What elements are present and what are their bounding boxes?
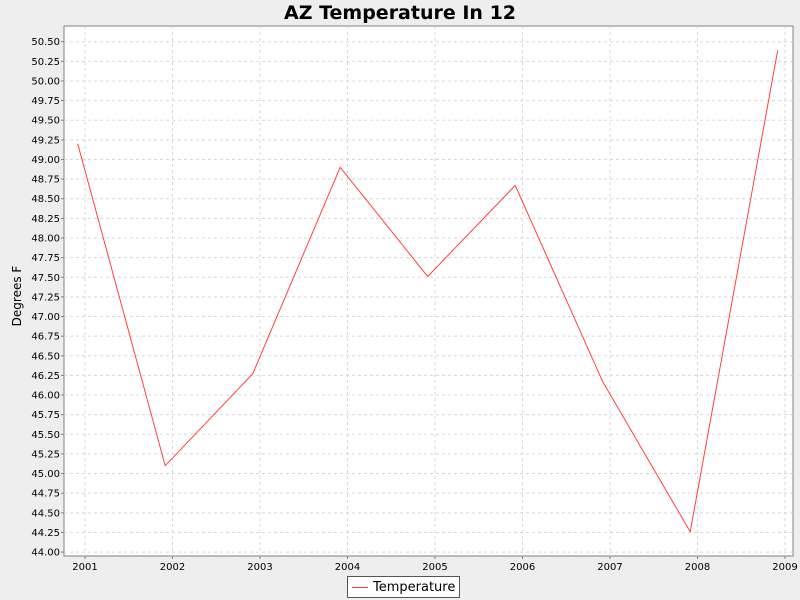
y-tick-label: 48.25 (31, 214, 60, 225)
x-tick-label: 2003 (247, 562, 272, 573)
chart-title: AZ Temperature In 12 (283, 2, 517, 24)
x-axis: 2001 2002 2003 2004 2005 2006 2007 2008 2009 (72, 556, 798, 573)
y-axis-label: Degrees F (10, 266, 24, 327)
y-tick-label: 45.50 (31, 430, 60, 441)
legend-swatch (352, 586, 368, 588)
y-tick-label: 46.25 (31, 371, 60, 382)
gridlines (64, 26, 793, 556)
legend-label: Temperature (373, 579, 456, 595)
y-tick-label: 50.50 (31, 37, 60, 48)
y-tick-label: 46.50 (31, 351, 60, 362)
y-tick-label: 46.00 (31, 391, 60, 402)
x-tick-label: 2005 (422, 562, 447, 573)
x-tick-label: 2008 (685, 562, 710, 573)
y-tick-label: 47.25 (31, 292, 60, 303)
y-tick-label: 49.50 (31, 116, 60, 127)
y-tick-label: 48.00 (31, 234, 60, 245)
plot-area (63, 25, 794, 557)
y-tick-label: 46.75 (31, 332, 60, 343)
y-tick-label: 44.50 (31, 508, 60, 519)
y-tick-label: 44.25 (31, 528, 60, 539)
y-tick-label: 45.25 (31, 449, 60, 460)
y-tick-label: 50.25 (31, 57, 60, 68)
y-tick-label: 47.50 (31, 273, 60, 284)
series-layer (77, 50, 779, 534)
x-tick-label: 2007 (597, 562, 622, 573)
y-tick-label: 50.00 (31, 76, 60, 87)
legend: Temperature (347, 576, 461, 598)
y-tick-label: 47.00 (31, 312, 60, 323)
x-tick-label: 2009 (772, 562, 797, 573)
y-tick-label: 45.00 (31, 469, 60, 480)
series-line-temperature (77, 50, 779, 534)
y-tick-label: 49.25 (31, 135, 60, 146)
y-tick-label: 48.75 (31, 175, 60, 186)
y-tick-label: 47.75 (31, 253, 60, 264)
y-axis: 44.00 44.25 44.50 44.75 45.00 45.25 45.50 45.75… (31, 37, 64, 559)
x-tick-label: 2004 (335, 562, 360, 573)
y-tick-label: 49.75 (31, 96, 60, 107)
y-tick-label: 44.00 (31, 548, 60, 559)
y-tick-label: 49.00 (31, 155, 60, 166)
x-tick-label: 2002 (160, 562, 185, 573)
y-tick-label: 44.75 (31, 489, 60, 500)
x-tick-label: 2006 (510, 562, 535, 573)
x-tick-label: 2001 (72, 562, 97, 573)
y-tick-label: 48.50 (31, 194, 60, 205)
y-tick-label: 45.75 (31, 410, 60, 421)
